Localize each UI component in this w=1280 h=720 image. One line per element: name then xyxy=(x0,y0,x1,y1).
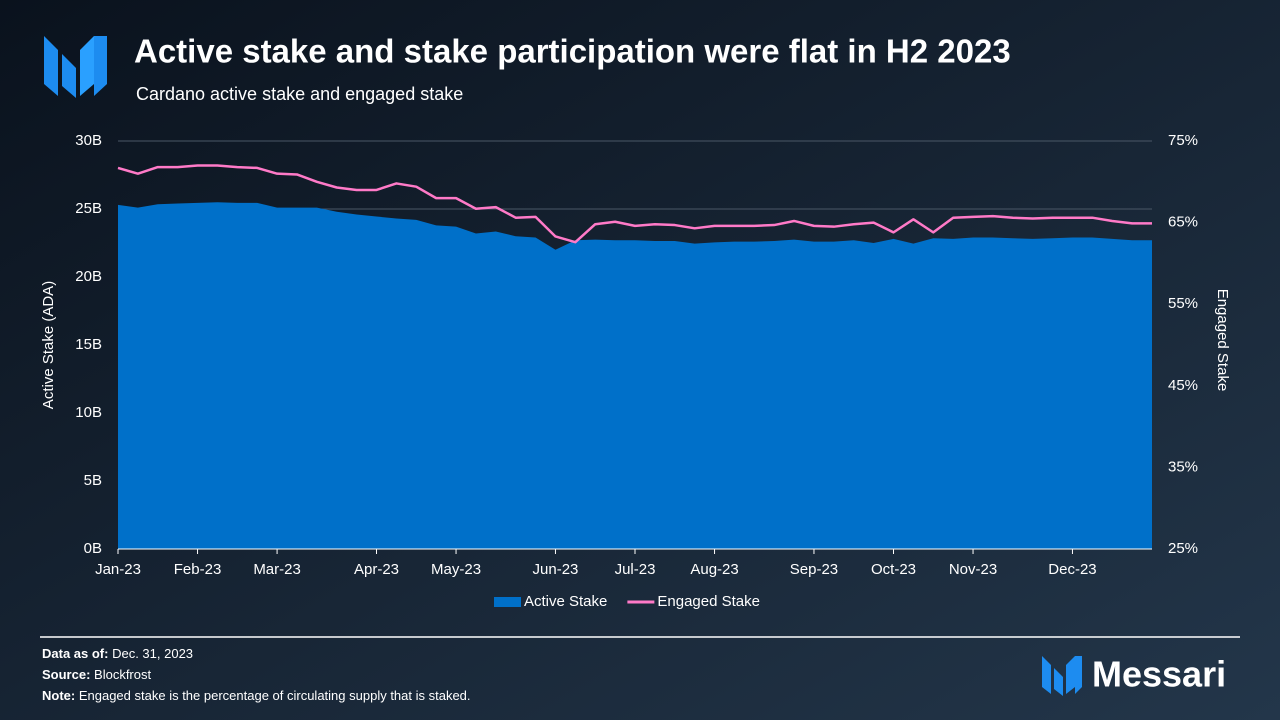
y2-tick-label: 25% xyxy=(1168,540,1198,557)
x-tick-label: Aug-23 xyxy=(690,561,738,578)
x-tick-label: Feb-23 xyxy=(174,561,222,578)
y2-axis-title: Engaged Stake xyxy=(1214,289,1231,392)
label: Source: xyxy=(42,667,90,682)
x-tick-label: Sep-23 xyxy=(790,561,838,578)
x-tick-label: Apr-23 xyxy=(354,561,399,578)
legend-label: Active Stake xyxy=(524,593,607,610)
chart-title: Active stake and stake participation wer… xyxy=(134,33,1011,70)
value: Dec. 31, 2023 xyxy=(112,646,193,661)
y2-tick-label: 75% xyxy=(1168,132,1198,149)
x-tick-label: Dec-23 xyxy=(1048,561,1096,578)
brand-logo xyxy=(1042,656,1082,696)
brand-name: Messari xyxy=(1092,654,1226,695)
y-tick-label: 0B xyxy=(84,540,102,557)
x-tick-label: Jun-23 xyxy=(533,561,579,578)
logo xyxy=(44,36,107,98)
legend-label: Engaged Stake xyxy=(657,593,760,610)
footer-date: Data as of: Dec. 31, 2023 xyxy=(42,646,193,661)
y-tick-label: 5B xyxy=(84,472,102,489)
x-tick-label: May-23 xyxy=(431,561,481,578)
y-tick-label: 15B xyxy=(75,336,102,353)
y-tick-label: 30B xyxy=(75,132,102,149)
y2-tick-label: 65% xyxy=(1168,214,1198,231)
label: Data as of: xyxy=(42,646,108,661)
footer-note: Note: Engaged stake is the percentage of… xyxy=(42,688,471,703)
y2-tick-label: 35% xyxy=(1168,458,1198,475)
chart-subtitle: Cardano active stake and engaged stake xyxy=(136,84,463,104)
y2-tick-label: 45% xyxy=(1168,377,1198,394)
y-axis-title: Active Stake (ADA) xyxy=(40,281,57,409)
y-tick-label: 25B xyxy=(75,200,102,217)
legend-swatch xyxy=(494,597,521,607)
line xyxy=(117,164,1152,244)
x-tick-label: Jul-23 xyxy=(615,561,656,578)
value: Engaged stake is the percentage of circu… xyxy=(79,688,471,703)
area xyxy=(118,202,1152,549)
y2-tick-label: 55% xyxy=(1168,295,1198,312)
x-tick-label: Mar-23 xyxy=(253,561,301,578)
y-tick-label: 20B xyxy=(75,268,102,285)
x-tick-label: Jan-23 xyxy=(95,561,141,578)
x-tick-label: Nov-23 xyxy=(949,561,997,578)
label: Note: xyxy=(42,688,75,703)
footer-source: Source: Blockfrost xyxy=(42,667,151,682)
value: Blockfrost xyxy=(94,667,151,682)
x-tick-label: Oct-23 xyxy=(871,561,916,578)
y-tick-label: 10B xyxy=(75,404,102,421)
